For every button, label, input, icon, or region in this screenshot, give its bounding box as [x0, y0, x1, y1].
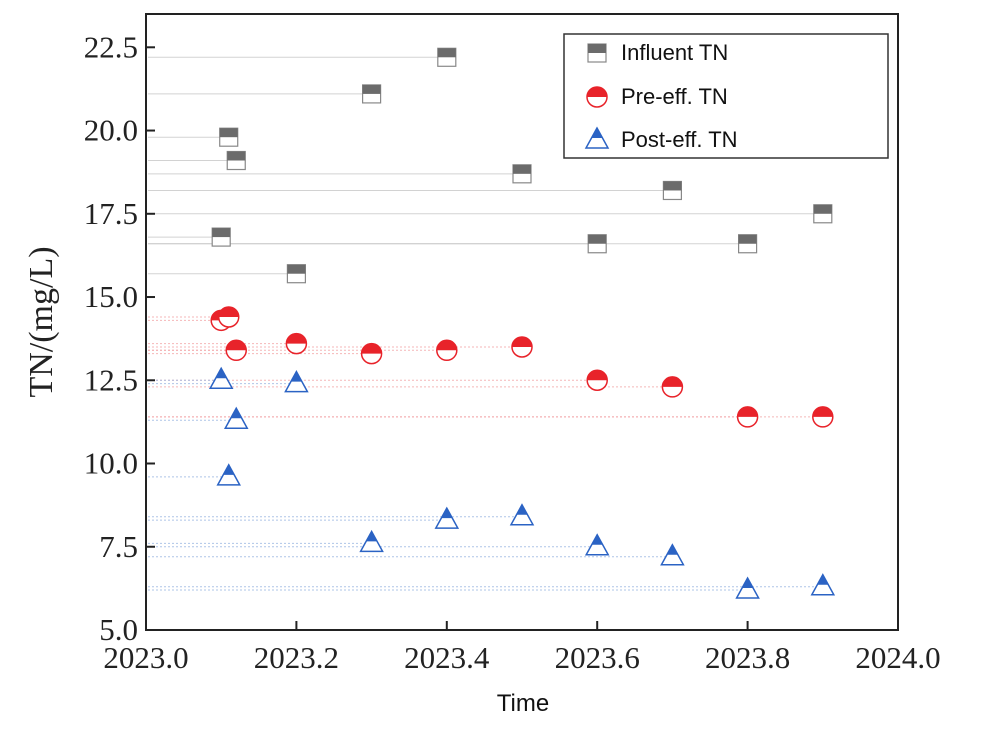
y-tick-label: 17.5	[84, 196, 138, 231]
legend-label-post-eff: Post-eff. TN	[621, 127, 738, 152]
data-point-square	[219, 127, 239, 147]
data-point-half-circle	[661, 376, 684, 398]
data-point-square	[662, 180, 683, 201]
data-point-square	[437, 47, 457, 67]
data-point-square	[226, 150, 246, 171]
data-point-square	[362, 84, 382, 104]
axis-ticks	[145, 46, 899, 631]
data-point-half-triangle	[359, 529, 384, 553]
guide-lines	[148, 56, 823, 591]
y-axis-label: TN/(mg/L)	[23, 246, 60, 397]
y-tick-label: 20.0	[84, 113, 138, 148]
data-point-square	[512, 164, 532, 184]
y-tick-label: 10.0	[84, 446, 138, 481]
data-point-half-circle	[511, 336, 533, 358]
legend-item-influent: Influent TN	[587, 40, 728, 65]
y-tick-label: 12.5	[84, 362, 138, 397]
legend-marker-shape	[586, 86, 608, 108]
data-points	[208, 47, 836, 599]
plot-frame	[145, 13, 899, 631]
legend-marker-square	[587, 43, 607, 63]
x-tick-label: 2023.4	[404, 640, 490, 675]
legend-label-pre-eff: Pre-eff. TN	[621, 84, 728, 109]
x-tick-label: 2023.8	[705, 640, 790, 675]
data-point-half-triangle	[660, 543, 685, 566]
legend: Influent TN Pre-eff. TN Post-eff. TN	[563, 33, 889, 159]
y-tick-label: 5.0	[99, 612, 138, 647]
legend-marker-shape	[584, 126, 610, 149]
legend-box	[563, 33, 889, 159]
y-tick-label: 7.5	[99, 529, 138, 564]
data-point-half-triangle	[434, 506, 460, 529]
x-tick-label: 2024.0	[855, 640, 940, 675]
data-point-half-triangle	[735, 576, 760, 599]
legend-marker-half-circle	[586, 86, 608, 108]
x-tick-label: 2023.2	[254, 640, 339, 675]
data-point-half-circle	[217, 306, 240, 328]
data-point-square	[813, 204, 833, 224]
data-point-half-circle	[812, 406, 834, 428]
data-point-half-triangle	[584, 533, 610, 556]
data-point-half-triangle	[284, 370, 309, 393]
data-point-half-circle	[360, 342, 383, 365]
data-point-square	[737, 234, 758, 254]
data-point-half-triangle	[509, 503, 535, 526]
legend-label-influent: Influent TN	[621, 40, 728, 65]
data-point-half-triangle	[810, 573, 836, 596]
x-tick-label: 2023.6	[555, 640, 640, 675]
data-point-square	[587, 234, 607, 254]
data-point-square	[286, 264, 306, 284]
data-point-square	[211, 227, 231, 247]
data-point-half-triangle	[208, 366, 234, 390]
y-tick-label: 22.5	[84, 29, 138, 64]
data-point-half-circle	[225, 339, 247, 362]
data-point-half-triangle	[223, 406, 249, 429]
legend-item-post-eff: Post-eff. TN	[584, 126, 738, 152]
data-point-half-triangle	[216, 463, 241, 486]
y-tick-label: 15.0	[84, 279, 138, 314]
data-point-half-circle	[285, 332, 308, 355]
axis-tick-labels: 5.0 7.5 10.0 12.5 15.0 17.5 20.0 22.5 2023.0 2023…	[84, 29, 941, 675]
legend-marker-half-triangle	[584, 126, 610, 149]
x-axis-label: Time	[497, 690, 549, 717]
data-point-half-circle	[586, 369, 608, 392]
legend-item-pre-eff: Pre-eff. TN	[586, 84, 728, 109]
legend-marker-shape	[587, 43, 607, 63]
x-tick-label: 2023.0	[103, 640, 188, 675]
data-point-half-circle	[736, 406, 759, 428]
data-point-half-circle	[436, 339, 458, 362]
